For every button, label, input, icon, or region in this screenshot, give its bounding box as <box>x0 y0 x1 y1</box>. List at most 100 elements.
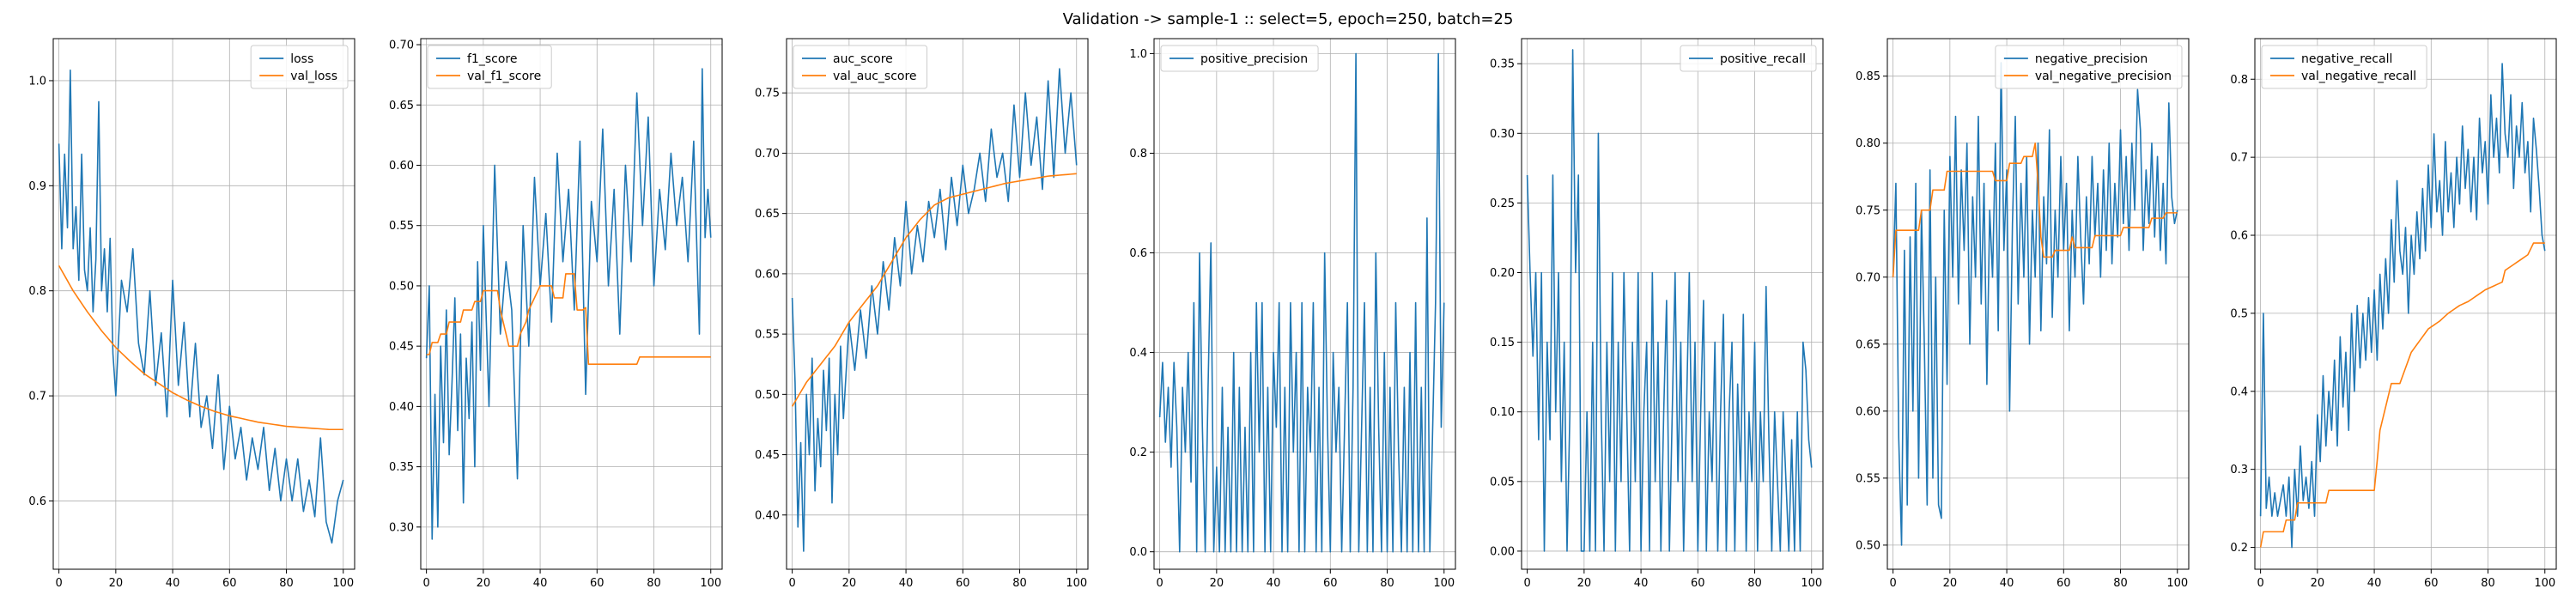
legend: negative_recall val_negative_recall <box>2261 45 2427 89</box>
y-tick-label: 0.40 <box>389 401 414 414</box>
y-tick-label: 0.10 <box>1490 406 1515 419</box>
series-line-loss <box>58 69 344 544</box>
series-line-val-auc-score <box>791 173 1077 407</box>
legend: positive_recall <box>1680 45 1817 72</box>
y-tick-label: 0.4 <box>2230 385 2248 398</box>
y-tick-label: 0.6 <box>28 495 46 508</box>
x-tick-label: 0 <box>788 577 795 590</box>
x-tick-label: 20 <box>1943 577 1958 590</box>
x-tick-label: 100 <box>1066 577 1087 590</box>
x-tick-label: 100 <box>2534 577 2555 590</box>
legend: loss val_loss <box>250 45 349 89</box>
y-tick-label: 0.25 <box>1490 197 1515 210</box>
x-tick-label: 40 <box>166 577 180 590</box>
y-tick-label: 1.0 <box>1129 48 1147 61</box>
legend-box <box>1995 45 2183 89</box>
axes-frame <box>52 38 355 570</box>
axes-frame <box>1886 38 2190 570</box>
legend-label: auc_score <box>833 52 893 66</box>
y-tick-label: 0.70 <box>755 148 780 161</box>
series-line-val-f1-score <box>426 273 711 366</box>
y-tick-label: 0.50 <box>389 280 414 293</box>
x-tick-label: 80 <box>2481 577 2495 590</box>
x-tick-label: 40 <box>1267 577 1281 590</box>
y-tick-label: 0.65 <box>1856 338 1880 351</box>
x-tick-label: 40 <box>899 577 914 590</box>
x-tick-label: 80 <box>1380 577 1394 590</box>
legend-box <box>793 45 928 89</box>
x-tick-label: 0 <box>1523 577 1530 590</box>
subplot-3: 0 20 40 60 80 100 0.40 0.45 0.50 0.55 0.60 0.65 0.70… <box>755 38 1089 590</box>
y-tick-label: 0.55 <box>755 329 780 342</box>
y-tick-label: 0.9 <box>28 180 46 193</box>
y-tick-label: 0.30 <box>389 521 414 534</box>
x-tick-label: 80 <box>647 577 661 590</box>
x-tick-label: 100 <box>700 577 721 590</box>
axes-frame <box>1153 38 1456 570</box>
x-tick-label: 40 <box>2367 577 2382 590</box>
series-line-val-negative-recall <box>2259 242 2545 548</box>
x-tick-label: 0 <box>1156 577 1163 590</box>
y-tick-label: 0.70 <box>1856 271 1880 284</box>
x-tick-label: 60 <box>1691 577 1705 590</box>
y-tick-label: 0.65 <box>755 208 780 221</box>
y-tick-label: 0.70 <box>389 39 414 52</box>
y-tick-label: 0.0 <box>1129 546 1147 559</box>
legend: auc_score val_auc_score <box>793 45 928 89</box>
x-tick-label: 20 <box>109 577 124 590</box>
y-tick-label: 0.4 <box>1129 347 1147 360</box>
x-tick-label: 100 <box>1433 577 1455 590</box>
legend-box <box>1160 45 1319 72</box>
legend-label: val_loss <box>290 70 337 83</box>
y-tick-label: 0.6 <box>2230 230 2248 243</box>
x-tick-label: 0 <box>2257 577 2263 590</box>
y-tick-label: 0.45 <box>389 341 414 354</box>
x-tick-label: 20 <box>2311 577 2325 590</box>
y-tick-label: 0.8 <box>2230 74 2248 87</box>
y-tick-label: 0.35 <box>1490 58 1515 71</box>
y-tick-label: 0.75 <box>755 88 780 100</box>
x-tick-label: 60 <box>590 577 605 590</box>
series-line-auc-score <box>791 68 1078 552</box>
y-tick-label: 0.65 <box>389 100 414 112</box>
x-tick-label: 0 <box>422 577 429 590</box>
x-tick-label: 20 <box>842 577 857 590</box>
legend-label: val_f1_score <box>467 70 541 83</box>
y-tick-label: 0.00 <box>1490 545 1515 558</box>
x-tick-label: 80 <box>279 577 294 590</box>
x-tick-label: 100 <box>332 577 354 590</box>
legend-label: loss <box>290 52 313 66</box>
subplot-6: 0 20 40 60 80 100 0.50 0.55 0.60 0.65 0.70 0.75 0.80… <box>1856 38 2190 590</box>
y-tick-label: 0.35 <box>389 461 414 474</box>
y-tick-label: 0.60 <box>1856 405 1880 418</box>
x-tick-label: 100 <box>2166 577 2188 590</box>
legend-box <box>427 45 552 89</box>
y-tick-label: 0.80 <box>1856 137 1880 150</box>
x-tick-label: 80 <box>1747 577 1762 590</box>
y-tick-label: 0.6 <box>1129 247 1147 260</box>
subplot-7: 0 20 40 60 80 100 0.2 0.3 0.4 0.5 0.6 0.7 0.8 negativ… <box>2230 38 2557 590</box>
x-tick-label: 40 <box>2000 577 2014 590</box>
x-tick-label: 60 <box>956 577 970 590</box>
y-tick-label: 0.2 <box>2230 542 2248 555</box>
x-tick-label: 0 <box>1889 577 1896 590</box>
x-tick-label: 60 <box>2057 577 2071 590</box>
figure-suptitle: Validation -> sample-1 :: select=5, epoc… <box>1063 10 1514 28</box>
x-tick-label: 40 <box>1634 577 1649 590</box>
subplot-row: 0 20 40 60 80 100 0.6 0.7 0.8 0.9 1.0 loss val_loss 0… <box>28 38 2557 590</box>
axes-frame <box>786 38 1089 570</box>
legend-label: positive_precision <box>1200 52 1308 66</box>
y-tick-label: 0.8 <box>28 285 46 298</box>
y-tick-label: 0.3 <box>2230 464 2248 477</box>
y-tick-label: 0.55 <box>389 220 414 233</box>
subplot-4: 0 20 40 60 80 100 0.0 0.2 0.4 0.6 0.8 1.0 positive_p… <box>1129 38 1456 590</box>
y-tick-label: 0.7 <box>28 391 46 404</box>
legend-label: negative_recall <box>2301 52 2392 66</box>
x-tick-label: 100 <box>1801 577 1822 590</box>
axes-frame <box>1521 38 1824 570</box>
legend-label: val_auc_score <box>833 70 917 83</box>
y-tick-label: 0.5 <box>2230 307 2248 320</box>
subplot-1: 0 20 40 60 80 100 0.6 0.7 0.8 0.9 1.0 loss val_loss <box>28 38 355 590</box>
x-tick-label: 0 <box>55 577 62 590</box>
series-line-val-loss <box>58 264 343 431</box>
